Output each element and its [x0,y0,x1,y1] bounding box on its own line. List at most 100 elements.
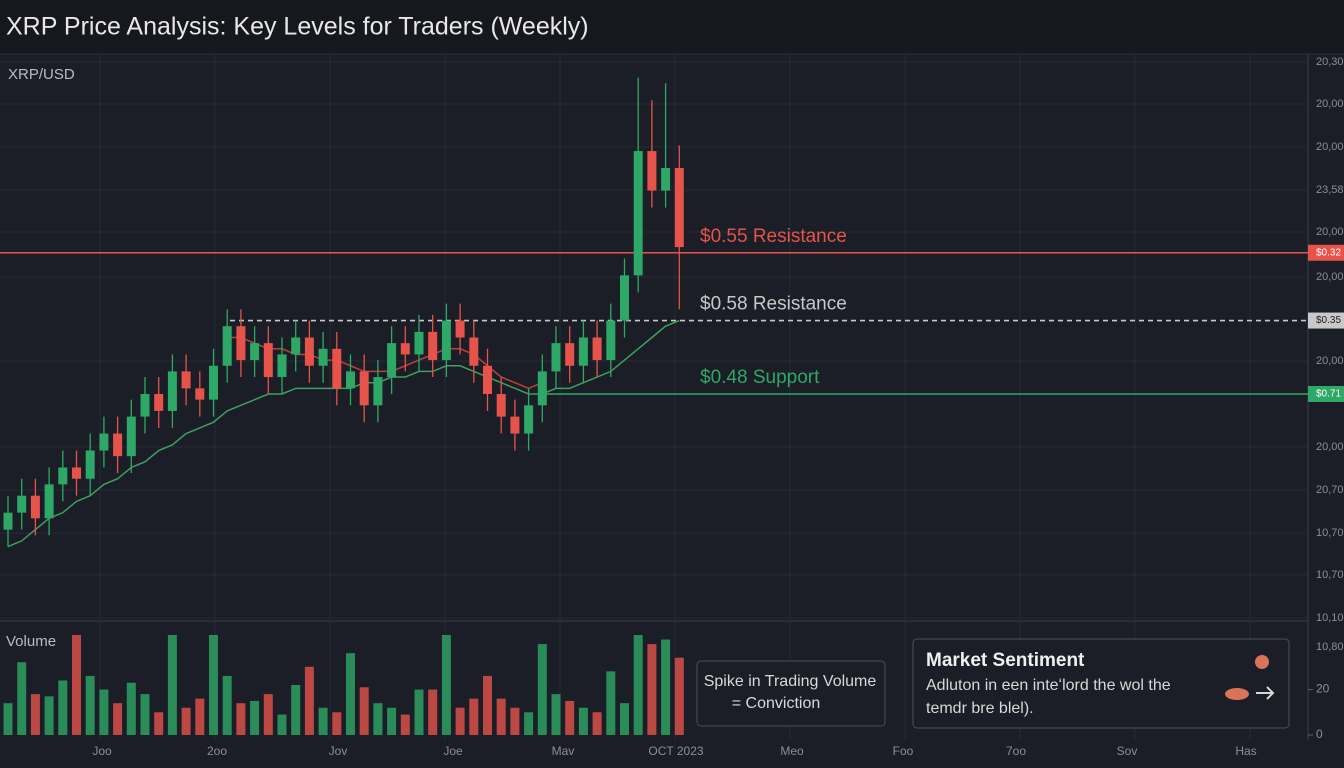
volume-bar [85,675,95,735]
candle-body [318,348,328,366]
volume-bar [455,707,465,735]
y-tick-label: 20,70 [1316,484,1344,496]
x-tick-label: Has [1235,744,1256,758]
candle-body [524,405,534,434]
candle-body [592,337,602,361]
candle-body [441,320,451,361]
candle-body [126,416,136,457]
candle-body [30,495,40,519]
level-label: $0.48 Support [700,367,820,388]
candle-body [58,467,68,485]
volume-bar [496,698,506,735]
volume-bar [373,703,383,735]
candle-body [387,343,397,378]
x-tick-label: Mav [552,744,575,758]
volume-bar [181,707,191,735]
volume-bar [154,712,164,735]
volume-bar [441,635,451,735]
candle-body [373,377,383,406]
candle-body [359,371,369,406]
candle-body [620,275,629,321]
candle-body [291,337,301,355]
candle-body [3,512,13,530]
candle-body [606,320,616,361]
candle-body [250,343,260,361]
x-tick-label: 7oo [1006,744,1026,758]
volume-bar [30,694,40,735]
x-tick-label: Meo [780,744,804,758]
candle-body [222,326,232,366]
grid [0,55,1308,740]
y-tick-label: 23,58 [1316,184,1344,196]
volume-bar [126,682,136,735]
volume-bar [304,666,314,735]
candle-body [304,337,314,366]
volume-bar [195,698,205,735]
volume-bar [209,635,218,735]
y-tick-label: 20,00 [1316,226,1344,238]
volume-bar [524,712,534,735]
volume-bar [318,707,328,735]
symbol-label: XRP/USD [8,66,75,83]
candle-body [647,151,657,191]
candle-body [113,433,123,457]
chart-title: XRP Price Analysis: Key Levels for Trade… [6,13,589,41]
candle-body [332,348,342,389]
y-tick-label: 20,00 [1316,98,1344,110]
candle-body [455,320,465,338]
volume-bar [250,700,260,735]
candle-body [85,450,95,479]
x-tick-label: Joo [92,744,112,758]
volume-bar [332,712,342,735]
volume-bar [674,657,684,735]
volume-bar [565,700,575,735]
level-axis-label: $0.71 [1316,389,1341,400]
y-tick-label: 10,70 [1316,527,1344,539]
volume-bar [483,675,492,735]
y-tick-label: 20,30 [1316,56,1344,68]
candle-body [469,337,479,366]
candle-body [428,331,438,361]
volume-bar [222,675,232,735]
y-tick-label: 10,70 [1316,569,1344,581]
candle-body [496,394,506,417]
volume-tick-label: 10,80 [1316,641,1344,653]
candle-body [537,371,547,406]
volume-label: Volume [6,633,56,650]
volume-bar [44,696,54,735]
volume-bar [140,694,150,735]
volume-bar [387,707,397,735]
volume-bar [551,694,561,735]
y-tick-label: 20,00 [1316,441,1344,453]
candle-body [277,354,287,378]
volume-bar [167,635,177,735]
volume-bar [346,653,355,735]
y-tick-label: 20,00 [1316,141,1344,153]
moving-average [7,319,680,548]
volume-bar [72,635,81,735]
candle-body [236,326,246,361]
volume-bar [99,689,109,735]
sentiment-title: Market Sentiment [926,650,1085,671]
candle-body [510,416,520,434]
x-tick-label: OCT 2023 [648,744,703,758]
sentiment-box [912,638,1290,729]
volume-bar [647,644,657,735]
volume-note-box [696,660,886,727]
bull-icon [1255,655,1269,669]
volume-bar [400,714,410,735]
sentiment-text: Adluton in een inteʻlord the wol the [926,677,1171,694]
title-bar [0,0,1344,54]
candle-body [209,365,218,400]
candle-body [263,343,273,378]
candle-body [565,343,575,366]
volume-bar [277,714,287,735]
volume-bar [3,703,13,735]
volume-note: Spike in Trading Volume [704,673,877,690]
volume-bar [510,707,520,735]
volume-bar [428,689,438,735]
level-axis-box [1308,244,1344,261]
volume-bar [291,685,301,735]
volume-bar [537,644,547,735]
